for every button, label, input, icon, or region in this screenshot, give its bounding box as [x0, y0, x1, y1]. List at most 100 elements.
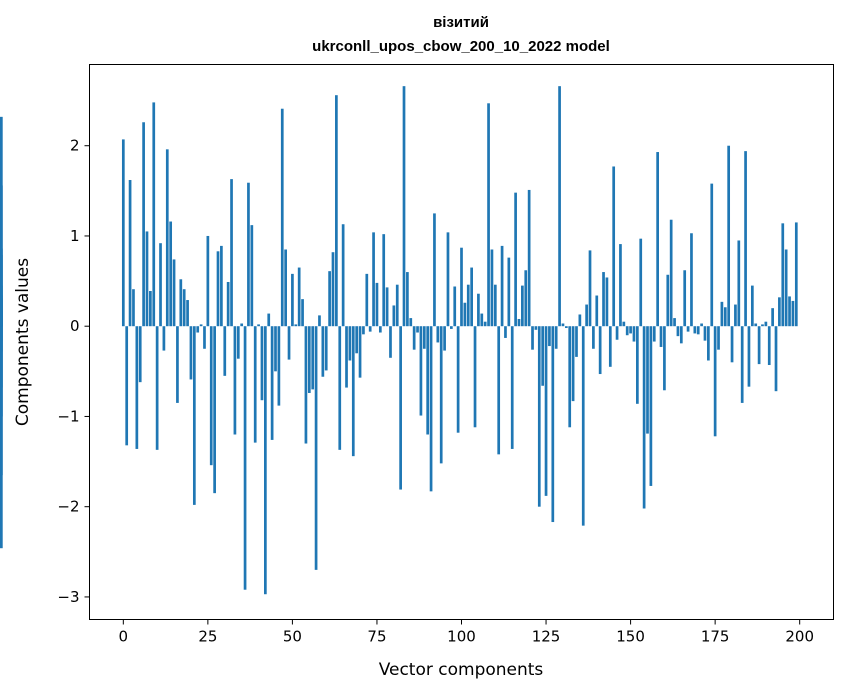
- bar: [537, 326, 541, 507]
- bar: [500, 245, 504, 327]
- bar: [551, 326, 555, 523]
- bar: [172, 259, 176, 327]
- bar: [575, 326, 578, 357]
- bar: [517, 318, 521, 327]
- bar: [351, 326, 355, 457]
- bar: [744, 151, 747, 327]
- bar: [402, 86, 406, 327]
- x-ticks: 0 25 50 75 100 125 150 175 200: [119, 619, 814, 646]
- bar: [243, 326, 247, 590]
- bar: [260, 326, 264, 401]
- bar: [253, 326, 257, 443]
- bar: [328, 271, 331, 327]
- x-tick-label: 75: [367, 628, 386, 646]
- bar: [767, 326, 771, 366]
- bar: [128, 180, 132, 327]
- bar: [209, 326, 213, 466]
- bar: [558, 86, 561, 327]
- chart-title: візитий: [433, 14, 489, 31]
- bar: [267, 313, 271, 327]
- bar: [473, 326, 477, 428]
- bar: [192, 326, 196, 505]
- bar: [341, 224, 345, 327]
- y-tick-label: −3: [57, 588, 79, 606]
- bar: [622, 321, 626, 327]
- bar: [608, 326, 612, 367]
- bar: [646, 326, 649, 434]
- bar: [206, 235, 210, 327]
- bar: [686, 326, 690, 332]
- bar: [182, 289, 186, 327]
- bar: [723, 307, 727, 327]
- bar: [311, 326, 315, 390]
- bar: [382, 234, 386, 327]
- bar: [199, 324, 203, 327]
- bar: [365, 273, 369, 327]
- bar: [636, 326, 639, 404]
- bar: [443, 326, 446, 351]
- bar: [757, 326, 761, 365]
- bar: [270, 326, 274, 440]
- bar: [433, 213, 436, 327]
- bar: [284, 249, 287, 327]
- bar: [581, 326, 585, 526]
- bar: [280, 108, 284, 327]
- bar: [155, 326, 159, 450]
- bar: [274, 326, 277, 372]
- bar: [399, 326, 402, 490]
- bar: [595, 295, 599, 327]
- x-tick-label: 50: [283, 628, 302, 646]
- bar: [429, 326, 433, 492]
- bar: [307, 326, 311, 393]
- bar: [257, 324, 260, 327]
- bar: [230, 179, 233, 327]
- bar: [483, 321, 487, 327]
- bar: [720, 301, 724, 327]
- bar: [666, 274, 670, 327]
- bar: [497, 326, 501, 455]
- bar: [676, 326, 680, 337]
- bar: [480, 313, 484, 327]
- bar: [791, 300, 795, 327]
- bar: [223, 326, 227, 376]
- y-axis-label: Components values: [13, 258, 33, 426]
- bar: [297, 267, 301, 327]
- bar: [578, 314, 582, 327]
- x-tick-label: 100: [447, 628, 476, 646]
- bar: [236, 326, 240, 359]
- bar: [439, 326, 443, 464]
- bar: [318, 315, 321, 327]
- bar: [571, 326, 575, 402]
- bar: [395, 284, 399, 327]
- y-tick-label: 0: [70, 317, 80, 335]
- bar: [615, 326, 619, 340]
- bar: [764, 321, 768, 327]
- bar: [277, 326, 281, 406]
- bar: [642, 326, 646, 509]
- bar: [700, 323, 703, 327]
- bar: [524, 270, 528, 327]
- bar: [507, 257, 511, 327]
- bar: [713, 326, 717, 437]
- bar: [355, 326, 359, 354]
- bar: [514, 192, 517, 327]
- bar: [466, 284, 470, 327]
- bar: [602, 272, 605, 327]
- bar: [345, 326, 348, 388]
- bar: [358, 326, 362, 378]
- bar: [663, 326, 666, 391]
- bar: [625, 326, 629, 336]
- bar: [771, 308, 774, 327]
- bar: [734, 304, 737, 327]
- bar: [588, 250, 592, 327]
- x-tick-label: 125: [532, 628, 561, 646]
- bar: [450, 326, 453, 329]
- bar: [460, 247, 463, 327]
- bar: [362, 326, 365, 335]
- bar: [612, 166, 616, 327]
- bar: [669, 219, 673, 327]
- bar: [294, 324, 298, 327]
- bar: [740, 326, 744, 403]
- bar: [730, 326, 734, 363]
